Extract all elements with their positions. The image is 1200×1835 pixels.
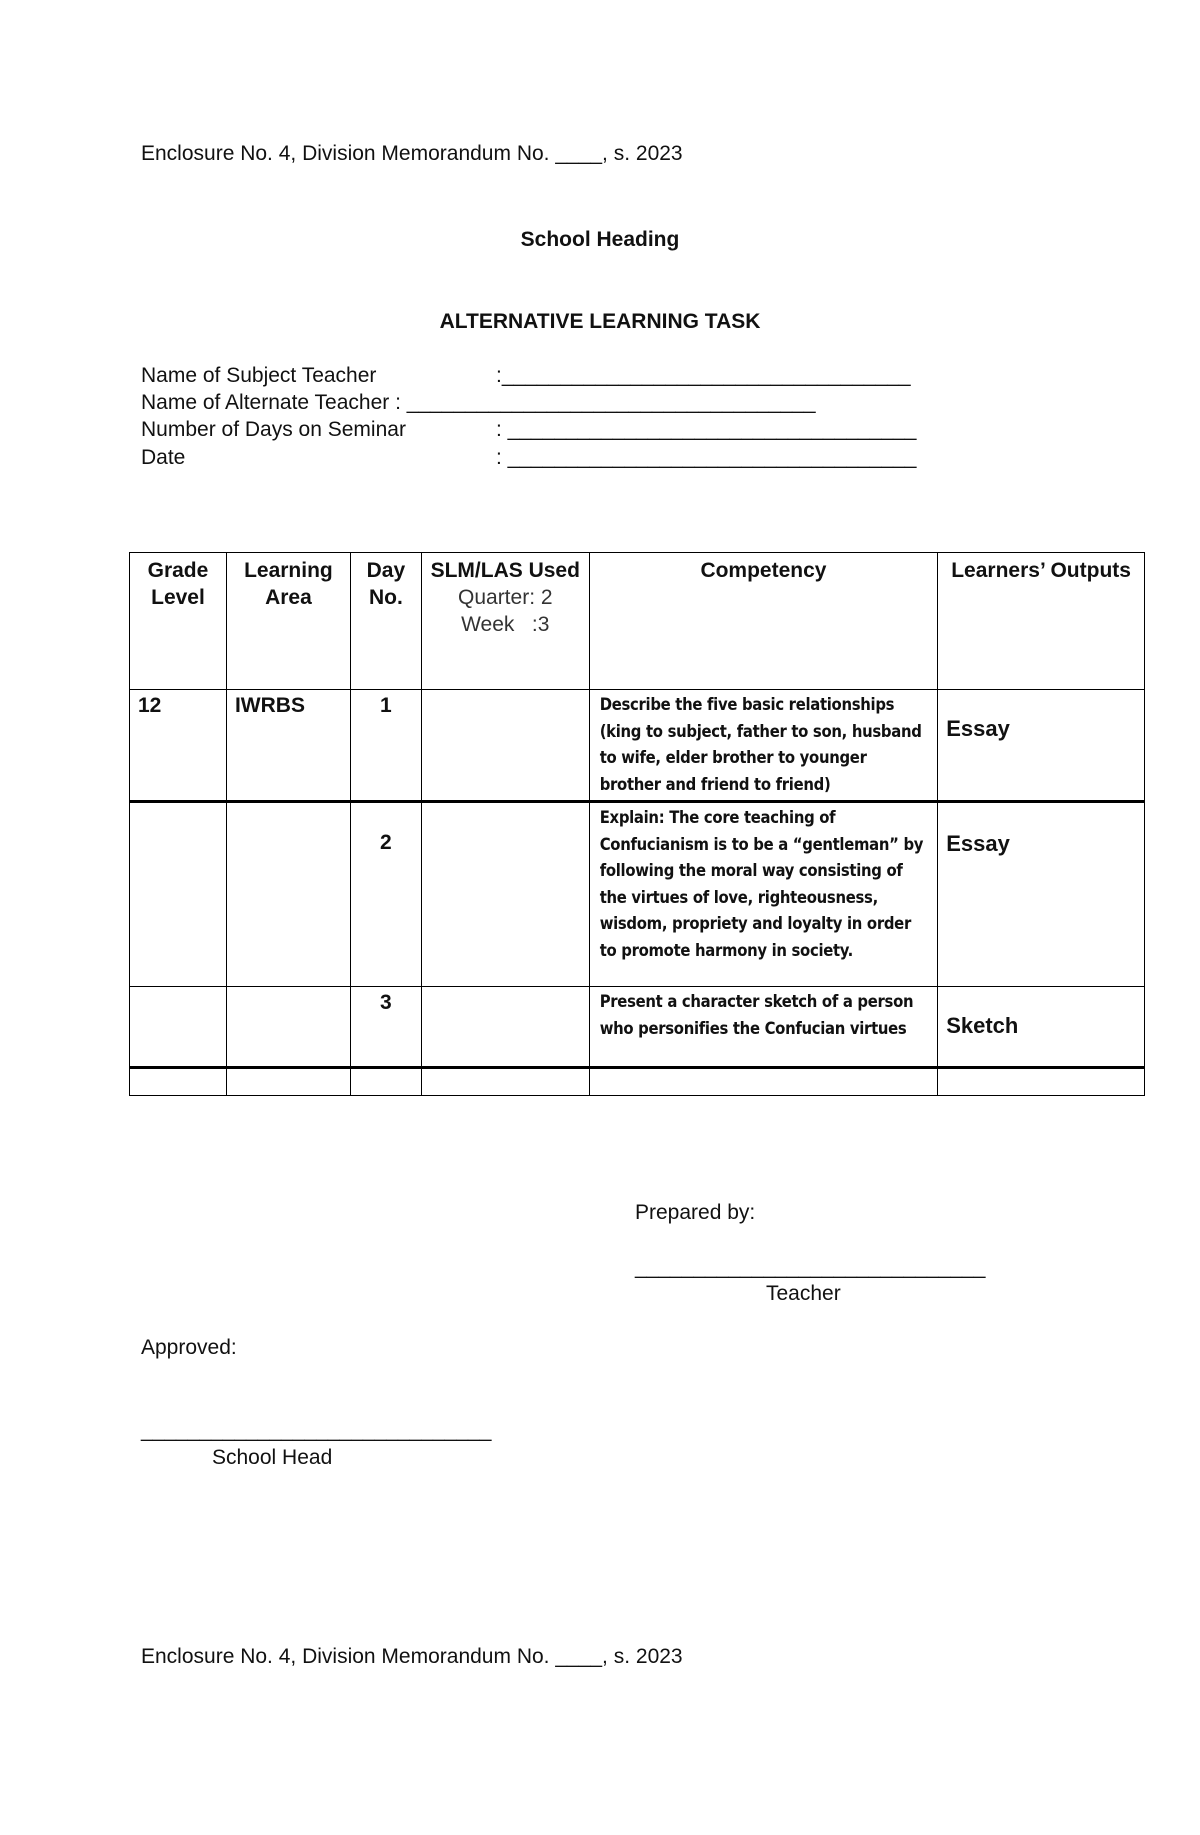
field-days-seminar-label: Number of Days on Seminar [141,418,406,441]
school-heading: School Heading [520,228,680,251]
cell-competency: Present a character sketch of a person w… [588,986,939,1068]
header-competency: Competency [588,552,939,690]
cell-grade [129,800,227,987]
cell-day: 2 [349,800,422,987]
table-row-empty [129,1066,1145,1096]
cell-slm [420,986,590,1068]
cell-area: IWRBS [225,689,351,802]
cell-competency: Explain: The core teaching of Confuciani… [588,800,939,987]
table-header-row: Grade Level Learning Area Day No. SLM/LA… [129,552,1145,690]
field-alternate-teacher[interactable]: Name of Alternate Teacher : ____________… [141,391,816,414]
field-subject-teacher-value[interactable]: :___________________________________ [496,364,911,387]
header-grade: Grade Level [129,552,227,690]
table-row: 12 IWRBS 1 Describe the five basic relat… [129,689,1145,802]
school-head-label: School Head [212,1446,333,1469]
cell-area [225,986,351,1068]
teacher-signature-line: ______________________________ [635,1256,986,1279]
header-quarter: Quarter: 2 [458,586,553,609]
field-date-value[interactable]: : ___________________________________ [496,446,917,469]
field-date-label: Date [141,446,186,469]
cell-competency: Describe the five basic relationships (k… [588,689,939,802]
cell-slm [420,689,590,802]
header-slm-label: SLM/LAS Used [430,559,580,582]
field-days-seminar-value[interactable]: : ___________________________________ [496,418,917,441]
cell-slm [420,800,590,987]
approved-label: Approved: [141,1336,237,1359]
school-head-signature-line: ______________________________ [141,1419,492,1442]
cell-output: Essay [937,689,1145,802]
header-day: Day No. [349,552,422,690]
header-slm: SLM/LAS Used Quarter: 2 Week :3 [420,552,590,690]
field-subject-teacher-label: Name of Subject Teacher [141,364,377,387]
cell-grade: 12 [129,689,227,802]
prepared-by-label: Prepared by: [635,1201,756,1224]
table-row: 3 Present a character sketch of a person… [129,986,1145,1068]
header-enclosure: Enclosure No. 4, Division Memorandum No.… [141,142,683,165]
cell-grade [129,986,227,1068]
document-title: ALTERNATIVE LEARNING TASK [439,310,761,333]
footer-enclosure: Enclosure No. 4, Division Memorandum No.… [141,1645,683,1668]
cell-area [225,800,351,987]
learning-task-table: Grade Level Learning Area Day No. SLM/LA… [129,552,1145,1096]
table-row: 2 Explain: The core teaching of Confucia… [129,800,1145,987]
cell-day: 3 [349,986,422,1068]
header-area: Learning Area [225,552,351,690]
cell-day: 1 [349,689,422,802]
cell-output: Essay [937,800,1145,987]
teacher-label: Teacher [766,1282,841,1305]
cell-output: Sketch [937,986,1145,1068]
header-week: Week :3 [461,613,550,636]
header-outputs: Learners’ Outputs [937,552,1145,690]
